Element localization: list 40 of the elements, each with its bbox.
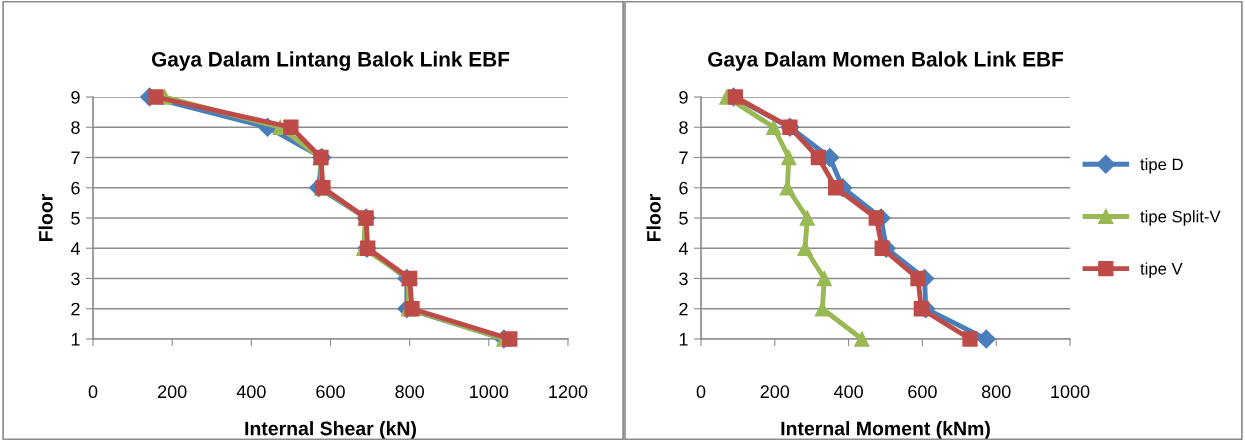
y-tick-label: 5 (679, 212, 688, 225)
x-tick-label: 400 (833, 385, 863, 399)
legend-label: tipe V (1140, 262, 1183, 278)
x-tick-label: 600 (908, 385, 937, 399)
y-tick-label: 9 (679, 90, 688, 104)
x-tick-label: 0 (88, 385, 98, 399)
y-tick-label: 4 (678, 242, 688, 255)
x-axis-title: Internal Moment (kNm) (781, 421, 990, 440)
y-tick-label: 5 (71, 212, 80, 225)
y-tick-label: 6 (679, 181, 688, 195)
x-tick-label: 400 (236, 385, 266, 399)
y-tick-label: 1 (71, 333, 80, 346)
y-tick-label: 2 (71, 302, 80, 316)
x-tick-label: 0 (696, 385, 706, 399)
y-tick-label: 1 (679, 333, 688, 346)
chart-title: Gaya Dalam Momen Balok Link EBF (708, 51, 1064, 71)
y-tick-label: 3 (71, 272, 80, 286)
legend-label: tipe Split-V (1140, 210, 1221, 226)
legend-label: tipe D (1140, 158, 1183, 174)
y-tick-label: 4 (70, 242, 80, 255)
y-axis-title: Floor (646, 193, 661, 241)
y-tick-label: 7 (71, 151, 80, 165)
x-tick-label: 200 (158, 385, 187, 399)
x-tick-label: 1000 (470, 385, 509, 399)
x-tick-label: 1200 (549, 385, 588, 399)
x-tick-label: 800 (981, 385, 1011, 399)
y-tick-label: 9 (71, 90, 80, 104)
y-tick-label: 8 (679, 121, 688, 134)
y-tick-label: 7 (679, 151, 688, 165)
chart-title: Gaya Dalam Lintang Balok Link EBF (151, 51, 510, 71)
y-tick-label: 8 (71, 121, 80, 134)
y-tick-label: 2 (679, 302, 688, 316)
x-tick-label: 200 (760, 385, 790, 399)
y-axis-title: Floor (38, 193, 53, 241)
x-tick-label: 600 (316, 385, 345, 399)
y-tick-label: 3 (679, 272, 688, 286)
x-tick-label: 1000 (1051, 385, 1090, 399)
y-tick-label: 6 (71, 181, 80, 195)
x-tick-label: 800 (395, 385, 424, 399)
x-axis-title: Internal Shear (kN) (245, 421, 416, 440)
